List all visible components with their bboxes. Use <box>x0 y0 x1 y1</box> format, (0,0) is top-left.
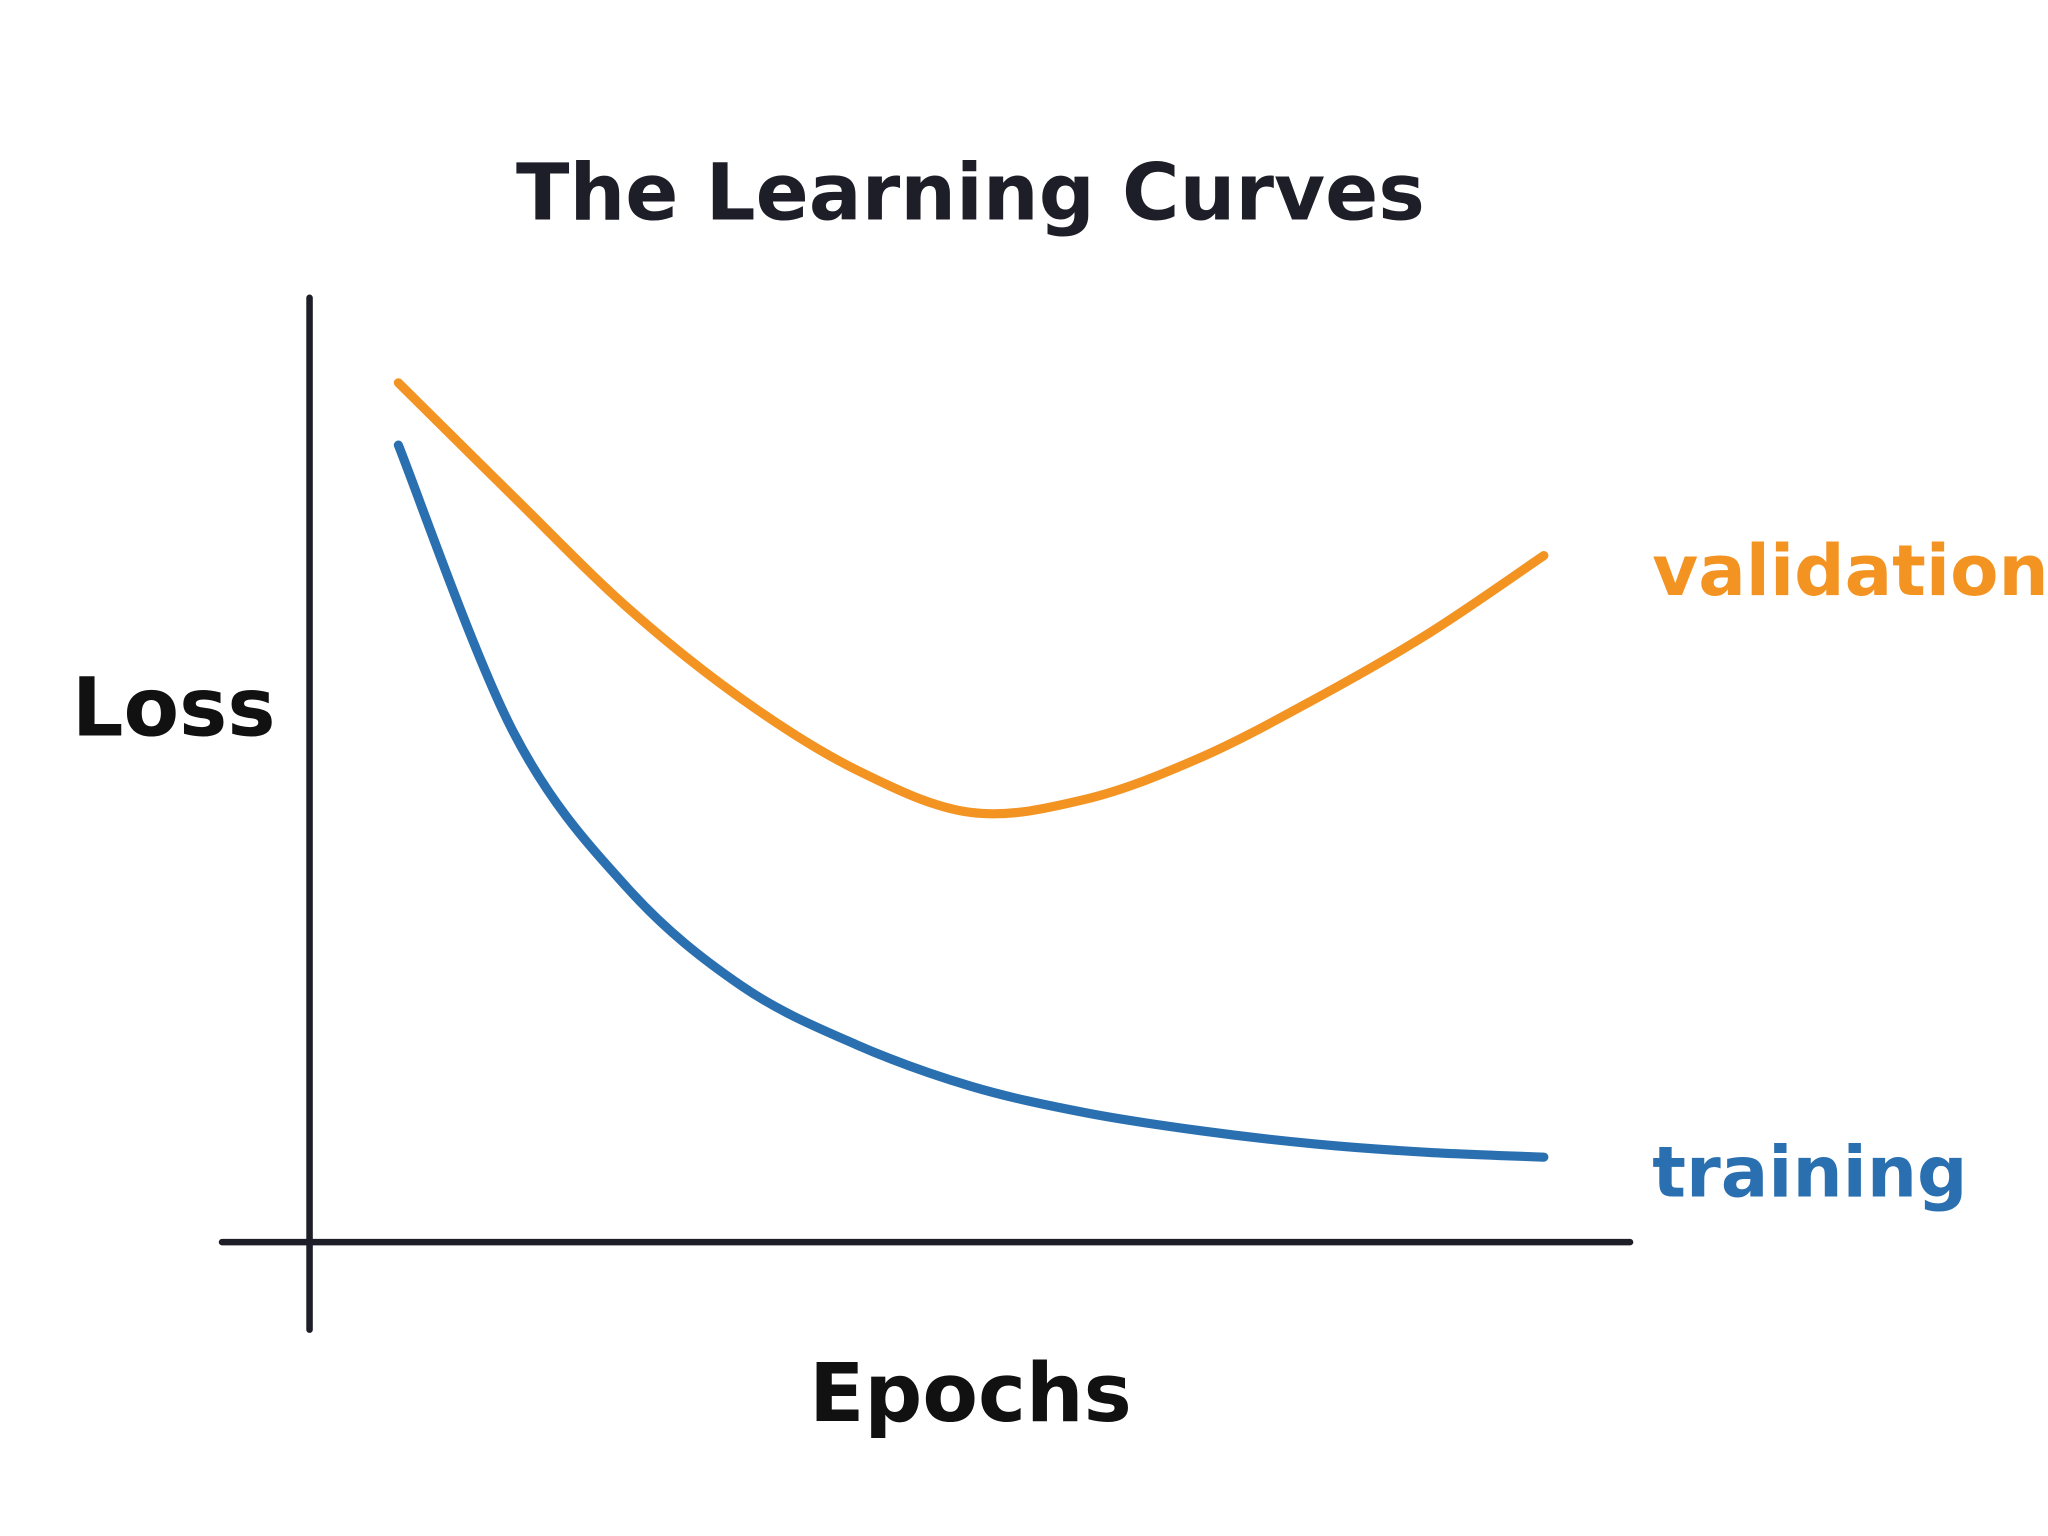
validation-label: validation <box>1652 530 2048 612</box>
training-curve <box>393 440 1549 1162</box>
validation-curve <box>393 378 1549 819</box>
y-axis-label: Loss <box>72 661 276 755</box>
training-label: training <box>1652 1131 1967 1213</box>
x-axis-label: Epochs <box>809 1347 1132 1441</box>
chart-title: The Learning Curves <box>516 147 1425 238</box>
